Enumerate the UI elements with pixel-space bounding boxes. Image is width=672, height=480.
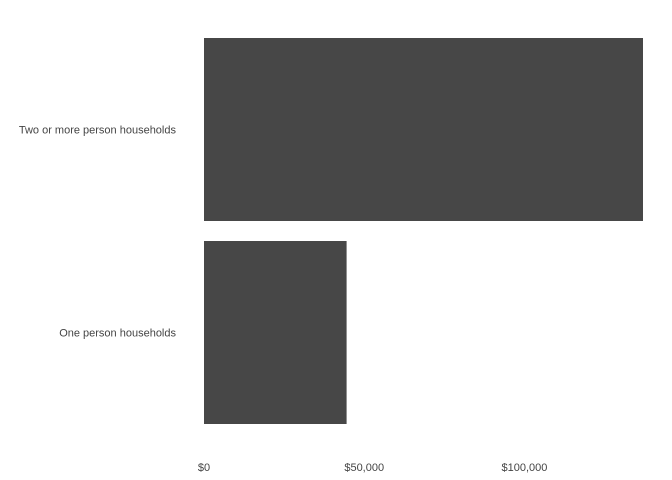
- x-axis-tick-labels: $0 $50,000 $100,000: [198, 462, 548, 474]
- category-label: Two or more person households: [19, 125, 177, 137]
- x-tick-label: $100,000: [501, 462, 547, 474]
- bar-two-or-more-person-households: [204, 38, 643, 221]
- x-tick-label: $50,000: [344, 462, 384, 474]
- bars-group: [204, 38, 643, 424]
- x-tick-label: $0: [198, 462, 210, 474]
- category-labels: Two or more person households One person …: [19, 125, 177, 340]
- bar-one-person-households: [204, 241, 347, 424]
- category-label: One person households: [59, 328, 176, 340]
